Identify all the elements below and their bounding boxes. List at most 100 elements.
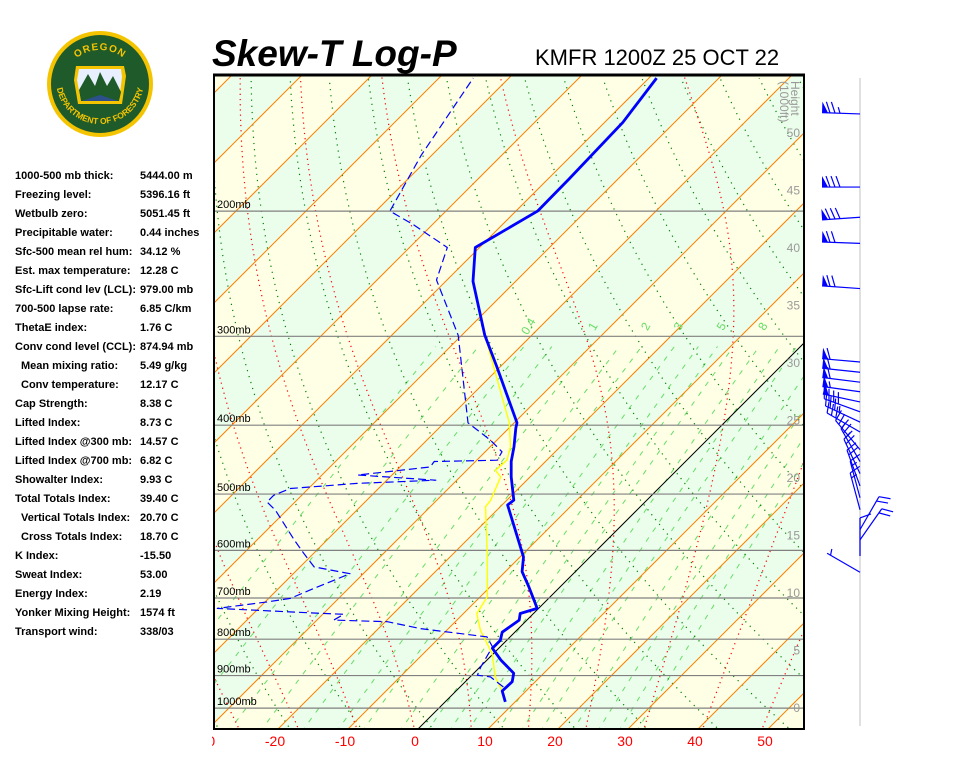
index-value: 12.28 C [140, 265, 179, 277]
barb-half [851, 461, 858, 467]
height-tick-label: 15 [787, 529, 801, 543]
barb-staff [846, 450, 861, 487]
height-axis-title: Height [788, 81, 802, 116]
mixing-ratio-line [303, 346, 590, 729]
band-yellow [214, 75, 232, 93]
height-tick-label: 50 [787, 126, 801, 140]
dry-adiabat [876, 78, 960, 732]
index-row: Lifted Index @300 mb: 14.57 C [15, 434, 215, 453]
barb-full [878, 512, 891, 517]
isobar-label: 700mb [217, 586, 251, 598]
isotherm [214, 75, 443, 304]
barb-staff [859, 496, 880, 530]
index-label: Cross Totals Index: [21, 531, 123, 543]
height-tick-label: 20 [787, 471, 801, 485]
index-value: 18.70 C [140, 531, 179, 543]
barb-flag [822, 347, 829, 360]
barb-full [840, 419, 849, 430]
index-row: Conv temperature: 12.17 C [15, 377, 215, 396]
index-label: Sfc-500 mean rel hum: [15, 246, 133, 258]
barb-full [824, 208, 831, 220]
barb-full [834, 207, 841, 219]
isobar-label: 300mb [217, 324, 251, 336]
index-row: ThetaE index: 1.76 C [15, 320, 215, 339]
index-value: 5396.16 ft [140, 189, 191, 201]
height-tick-label: 35 [787, 299, 801, 313]
wind-barb [822, 101, 861, 115]
barb-flag [822, 375, 829, 388]
index-row: Precipitable water: 0.44 inches [15, 225, 215, 244]
isobar-label: 500mb [217, 482, 251, 494]
barb-half [828, 381, 831, 388]
wind-barbs [821, 101, 894, 573]
mixing-ratio-line [229, 346, 525, 729]
band-yellow [0, 66, 101, 732]
index-label: Mean mixing ratio: [21, 360, 119, 372]
mixing-ratio-line [337, 346, 620, 729]
isotherm [214, 132, 804, 724]
barb-half [851, 473, 858, 479]
dry-adiabat [797, 77, 804, 91]
isotherms [214, 75, 804, 729]
wind-barb [822, 175, 860, 188]
isotherm [214, 75, 723, 584]
barb-staff [859, 508, 883, 541]
barb-full [825, 230, 831, 243]
barb-half [837, 107, 841, 114]
barb-flag [822, 101, 829, 113]
moist-adiabat [643, 75, 735, 729]
temperature-trace [471, 77, 658, 703]
index-value: 12.17 C [140, 379, 179, 391]
height-axis-units: (1000ft) [777, 81, 791, 122]
dry-adiabat [837, 78, 960, 732]
wind-barb [846, 442, 861, 487]
index-value: 53.00 [140, 569, 168, 581]
mixing-ratio-line [261, 346, 553, 729]
index-label: K Index: [15, 550, 59, 562]
barb-full [825, 175, 831, 188]
index-value: 5444.00 m [140, 170, 193, 182]
mixing-ratio-line [619, 436, 804, 729]
barb-full [826, 401, 830, 414]
barb-full [843, 423, 852, 434]
barb-full [826, 275, 831, 287]
barb-full [826, 347, 831, 360]
index-row: Cross Totals Index: 18.70 C [15, 529, 215, 548]
index-row: Showalter Index: 9.93 C [15, 472, 215, 491]
moist-adiabat [702, 459, 804, 729]
mixing-ratio-line [637, 461, 804, 729]
mixing-ratio-line [450, 346, 718, 729]
barb-staff [822, 241, 861, 244]
barb-flag [822, 231, 829, 243]
index-label: Sweat Index: [15, 569, 83, 581]
barb-full [848, 446, 859, 456]
index-label: Lifted Index @700 mb: [15, 455, 133, 467]
index-value: 14.57 C [140, 436, 179, 448]
index-label: 700-500 lapse rate: [15, 303, 114, 315]
barb-full [849, 465, 861, 474]
index-value: 1574 ft [140, 607, 175, 619]
odf-logo: OREGON DEPARTMENT OF FORESTRY [47, 31, 153, 137]
index-label: Total Totals Index: [15, 493, 111, 505]
index-row: Cap Strength: 8.38 C [15, 396, 215, 415]
isotherm [214, 75, 653, 514]
index-row: 700-500 lapse rate: 6.85 C/km [15, 301, 215, 320]
dry-adiabat [214, 719, 220, 729]
isobar-label: 400mb [217, 413, 251, 425]
barb-staff [822, 112, 861, 115]
dewpoint-trace [216, 77, 504, 688]
wind-barb [849, 453, 861, 498]
index-label: Transport wind: [15, 626, 98, 638]
barb-full [835, 410, 842, 421]
barb-full [881, 508, 894, 513]
height-tick-label: 40 [787, 241, 801, 255]
index-value: 2.19 [140, 588, 162, 600]
dry-adiabat [641, 77, 804, 363]
index-value: 8.38 C [140, 398, 173, 410]
isotherm [557, 482, 804, 729]
isobar-label: 800mb [217, 627, 251, 639]
barb-full [826, 357, 831, 370]
wind-barb [822, 274, 861, 290]
temperature-tick-label: -10 [335, 733, 355, 749]
